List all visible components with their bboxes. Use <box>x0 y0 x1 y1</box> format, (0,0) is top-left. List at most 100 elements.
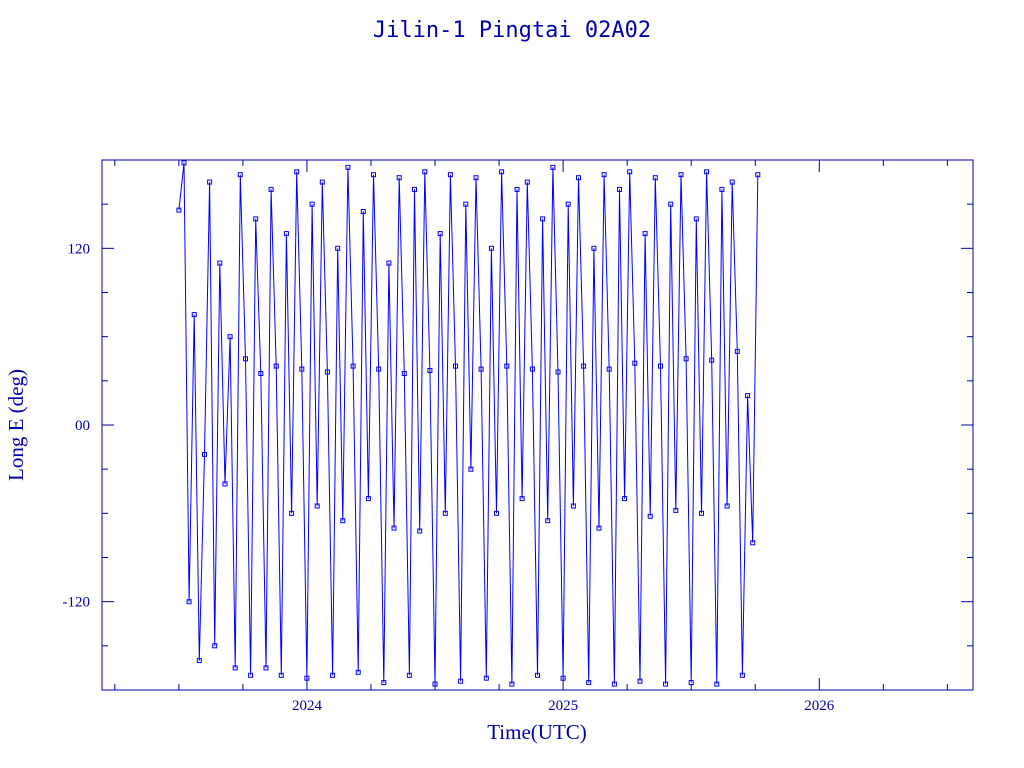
plot-frame <box>101 159 974 691</box>
data-point <box>350 363 356 369</box>
data-point <box>273 363 279 369</box>
data-point <box>391 525 397 531</box>
data-point <box>724 503 730 509</box>
data-point <box>739 672 745 678</box>
data-point <box>422 169 428 175</box>
data-point <box>586 680 592 686</box>
data-point <box>637 678 643 684</box>
data-point <box>299 366 305 372</box>
data-point <box>191 312 197 318</box>
data-point <box>340 518 346 524</box>
data-point <box>750 540 756 546</box>
data-point <box>529 366 535 372</box>
data-point <box>263 665 269 671</box>
data-point <box>371 172 376 178</box>
data-point <box>427 368 433 373</box>
data-point <box>509 681 515 687</box>
data-point <box>258 371 264 376</box>
x-axis-label: Time(UTC) <box>487 720 587 744</box>
data-point <box>663 681 669 687</box>
data-point <box>524 179 530 185</box>
data-point <box>596 525 602 531</box>
data-point <box>309 201 315 207</box>
data-point <box>227 334 233 340</box>
data-point <box>355 669 361 675</box>
data-point <box>237 172 243 178</box>
data-point <box>668 201 674 207</box>
data-point <box>417 528 423 534</box>
data-point <box>335 245 341 251</box>
plot-area <box>176 160 761 687</box>
data-point <box>514 186 520 192</box>
data-point <box>494 510 499 516</box>
data-point <box>319 179 325 185</box>
x-tick-label: 2026 <box>804 698 835 714</box>
data-point <box>519 496 525 502</box>
data-point <box>606 366 612 372</box>
data-point <box>617 186 622 192</box>
data-point <box>673 507 679 513</box>
data-point <box>581 363 587 369</box>
data-point <box>248 672 254 678</box>
data-point <box>755 172 761 178</box>
data-point <box>176 207 182 213</box>
axis-ticks: 2024 2025 2026 120 00 -120 <box>63 159 973 714</box>
data-point <box>699 510 704 516</box>
data-point <box>488 245 494 251</box>
data-point <box>202 451 207 457</box>
data-point <box>632 360 638 366</box>
data-point <box>473 175 479 181</box>
data-point <box>627 169 633 175</box>
data-point <box>283 231 289 237</box>
data-point <box>709 357 715 363</box>
y-tick-label: -120 <box>63 595 91 611</box>
data-point <box>386 260 392 266</box>
data-point <box>611 681 617 687</box>
data-point <box>294 169 300 175</box>
data-point <box>458 678 464 684</box>
y-tick-label: 00 <box>75 418 90 434</box>
data-point <box>683 356 689 362</box>
data-point <box>232 665 238 671</box>
data-point <box>222 481 228 487</box>
data-point <box>289 510 295 516</box>
data-point <box>243 356 248 362</box>
data-point <box>442 510 448 516</box>
data-point <box>463 201 469 207</box>
data-point <box>601 172 607 178</box>
data-point <box>504 363 510 369</box>
data-point <box>447 172 453 178</box>
data-point <box>714 681 720 687</box>
data-point <box>647 513 653 519</box>
data-point <box>570 503 576 509</box>
data-point <box>704 169 710 175</box>
data-point <box>453 363 458 369</box>
y-tick-label: 120 <box>68 241 91 257</box>
data-point <box>745 393 751 399</box>
x-tick-label: 2024 <box>292 698 323 714</box>
data-point <box>314 503 320 509</box>
data-point <box>401 371 407 376</box>
data-point <box>253 216 259 222</box>
data-point <box>622 496 628 502</box>
data-point <box>468 466 474 472</box>
y-axis-label: Long E (deg) <box>4 369 28 481</box>
data-point <box>591 245 597 251</box>
x-tick-label: 2025 <box>548 698 578 714</box>
data-point <box>576 175 581 181</box>
data-point <box>729 179 735 185</box>
data-point <box>381 680 387 686</box>
data-point <box>406 672 412 678</box>
data-point <box>478 366 484 372</box>
data-point <box>376 366 382 372</box>
data-point <box>345 164 351 170</box>
data-point <box>196 658 202 664</box>
data-point <box>719 186 725 192</box>
series-0-line <box>178 162 759 685</box>
data-point <box>499 169 505 175</box>
data-point <box>365 496 371 502</box>
data-point <box>324 369 330 375</box>
data-point <box>181 160 187 166</box>
data-point <box>278 672 284 678</box>
